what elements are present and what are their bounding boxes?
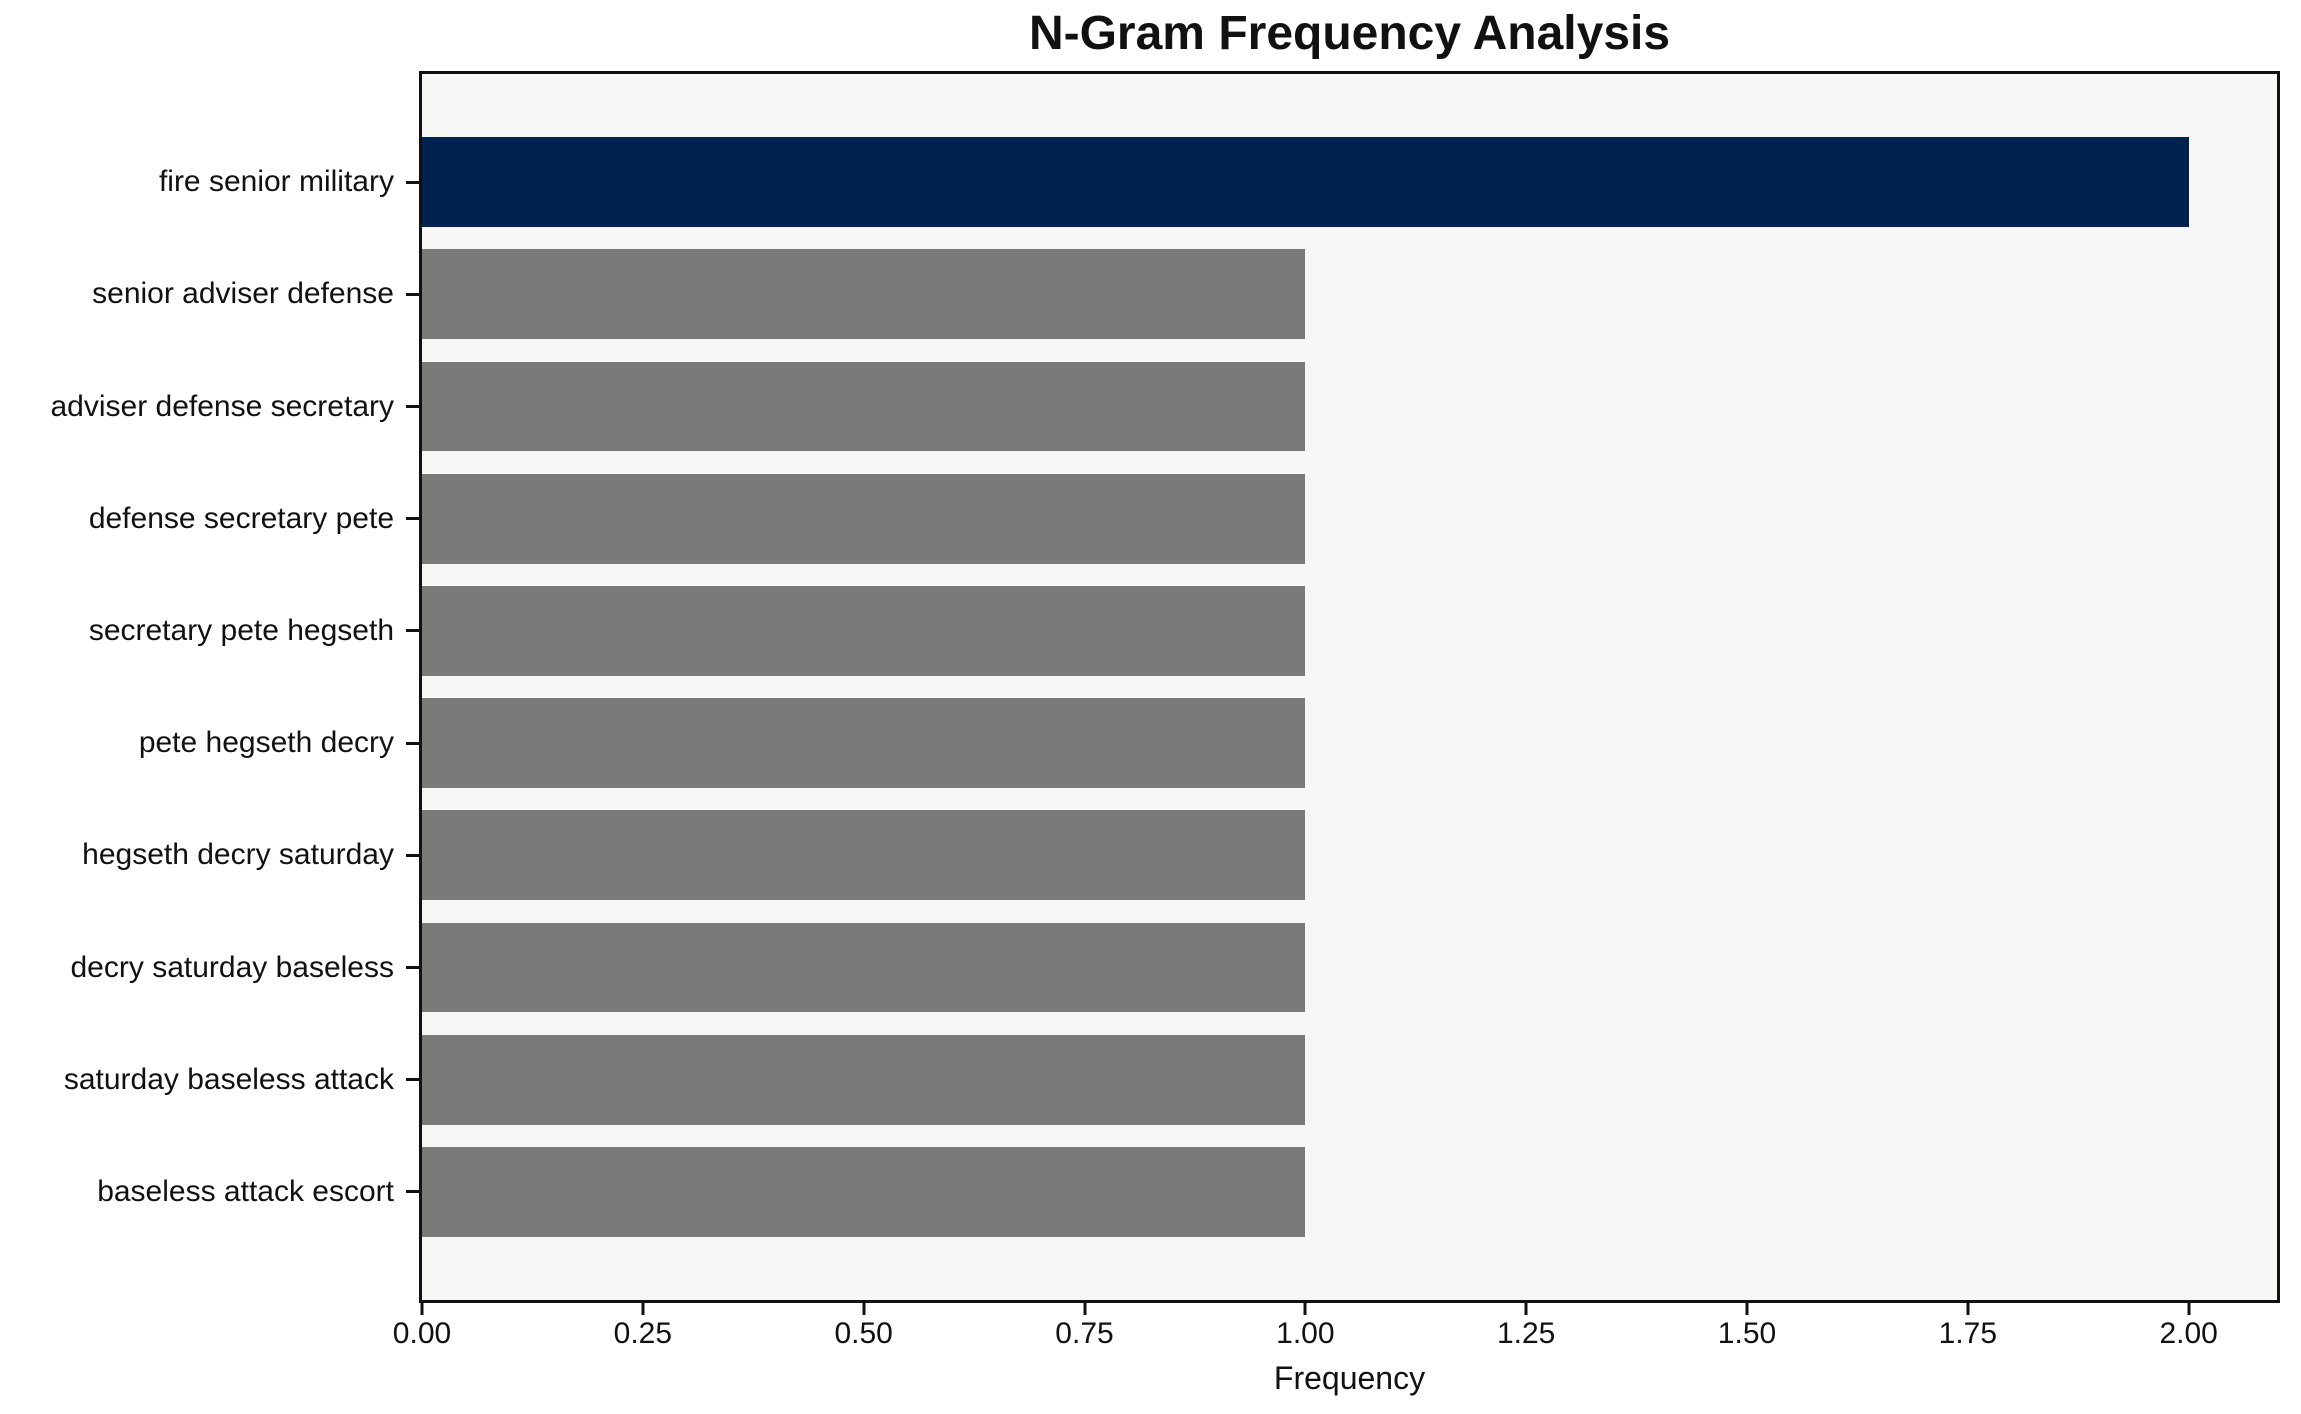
y-tick-label: decry saturday baseless: [70, 950, 395, 984]
plot-area: [419, 71, 2280, 1303]
x-axis-label: Frequency: [1273, 1360, 1426, 1396]
y-tick-cell: [406, 687, 419, 799]
y-tick-label: baseless attack escort: [97, 1174, 394, 1208]
chart-title: N-Gram Frequency Analysis: [1028, 7, 1671, 60]
y-tick-label: adviser defense secretary: [50, 389, 394, 423]
bar-row: [422, 463, 2277, 575]
x-tick-label: 2.00: [2159, 1317, 2218, 1350]
y-tick-label: pete hegseth decry: [138, 726, 394, 760]
bar: [422, 922, 1306, 1013]
y-tick-mark: [406, 1190, 419, 1194]
x-tick-label: 0.75: [1055, 1317, 1114, 1350]
x-tick-label: 0.50: [834, 1317, 893, 1350]
bars-group: [422, 126, 2277, 1248]
x-tick-label: 1.00: [1276, 1317, 1335, 1350]
bar: [422, 473, 1306, 564]
bar-row: [422, 1024, 2277, 1136]
y-tick-mark: [406, 741, 419, 745]
y-tick-cell: [406, 1024, 419, 1136]
y-tick-mark: [406, 405, 419, 408]
y-tick-mark: [406, 853, 419, 857]
y-tick-cell: [406, 238, 419, 350]
y-tick-mark: [406, 180, 419, 184]
bar: [422, 1034, 1306, 1125]
bar-row: [422, 238, 2277, 350]
y-tick-cell: [406, 799, 419, 911]
x-tick-label: 1.50: [1717, 1317, 1777, 1350]
y-axis-ticks: [406, 126, 419, 1248]
bar-row: [422, 350, 2277, 462]
bar-row: [422, 799, 2277, 911]
x-tick-mark: [2187, 1303, 2191, 1315]
x-axis-ticks: [420, 1303, 2277, 1315]
x-tick-mark: [1083, 1303, 1086, 1315]
bar: [422, 361, 1306, 452]
x-tick-mark: [420, 1303, 424, 1315]
x-tick-labels: 0.00 0.25 0.50 0.75 1.00 1.25 1.50 1.75 2.00: [393, 1317, 2277, 1353]
bar-row: [422, 911, 2277, 1023]
y-tick-label: defense secretary pete: [88, 501, 394, 535]
y-tick-cell: [406, 575, 419, 687]
x-tick-mark: [1966, 1303, 1970, 1315]
x-tick-mark: [1524, 1303, 1528, 1315]
y-tick-cell: [406, 463, 419, 575]
y-tick-label: saturday baseless attack: [63, 1062, 394, 1096]
bar: [422, 810, 1306, 901]
bar: [422, 698, 1306, 788]
x-tick-mark: [1745, 1303, 1749, 1315]
bar-row: [422, 575, 2277, 687]
x-tick-mark: [862, 1303, 866, 1315]
y-tick-mark: [406, 292, 419, 296]
y-tick-label: secretary pete hegseth: [88, 613, 394, 647]
bar-row: [422, 126, 2277, 238]
bar-row: [422, 1136, 2277, 1248]
bar: [422, 1147, 1306, 1237]
y-tick-mark: [406, 966, 419, 970]
bar-highlighted: [422, 137, 2189, 227]
bar: [422, 586, 1306, 676]
x-tick-mark: [1303, 1303, 1307, 1315]
bar-row: [422, 687, 2277, 799]
x-tick-label: 1.75: [1938, 1317, 1998, 1350]
y-tick-cell: [406, 911, 419, 1023]
y-tick-cell: [406, 350, 419, 462]
x-tick-label: 1.25: [1496, 1317, 1556, 1350]
y-tick-mark: [406, 629, 419, 633]
y-tick-cell: [406, 1136, 419, 1248]
y-tick-label: hegseth decry saturday: [82, 838, 394, 872]
x-tick-label: 0.25: [613, 1317, 673, 1350]
y-tick-mark: [406, 517, 419, 521]
y-tick-cell: [406, 126, 419, 238]
x-tick-mark: [641, 1303, 645, 1315]
y-tick-label: fire senior military: [158, 165, 394, 199]
y-tick-label: senior adviser defense: [92, 277, 394, 311]
x-tick-label: 0.00: [392, 1317, 452, 1350]
bar: [422, 249, 1306, 340]
y-axis-labels: fire senior military senior adviser defen…: [0, 126, 394, 1248]
y-tick-mark: [406, 1078, 419, 1082]
